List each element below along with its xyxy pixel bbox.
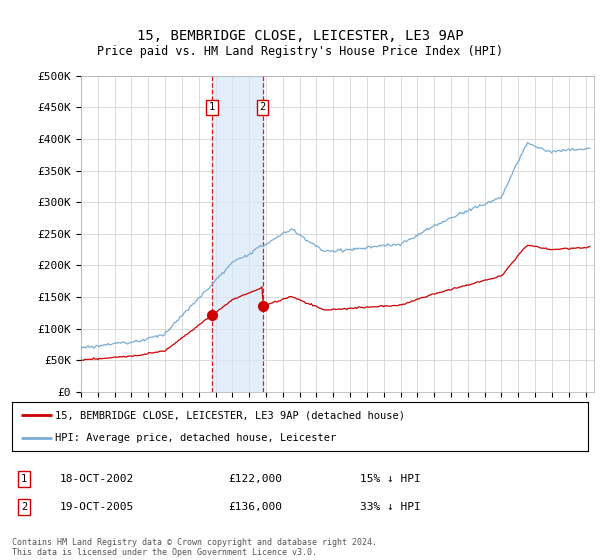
Text: 15, BEMBRIDGE CLOSE, LEICESTER, LE3 9AP (detached house): 15, BEMBRIDGE CLOSE, LEICESTER, LE3 9AP … (55, 410, 405, 421)
Text: £122,000: £122,000 (228, 474, 282, 484)
Text: 18-OCT-2002: 18-OCT-2002 (60, 474, 134, 484)
Text: HPI: Average price, detached house, Leicester: HPI: Average price, detached house, Leic… (55, 433, 337, 444)
Text: 2: 2 (21, 502, 27, 512)
Text: 1: 1 (209, 102, 215, 112)
Text: 33% ↓ HPI: 33% ↓ HPI (360, 502, 421, 512)
Text: Price paid vs. HM Land Registry's House Price Index (HPI): Price paid vs. HM Land Registry's House … (97, 45, 503, 58)
Text: 2: 2 (260, 102, 266, 112)
Text: 1: 1 (21, 474, 27, 484)
Text: 15% ↓ HPI: 15% ↓ HPI (360, 474, 421, 484)
Bar (212, 76, 263, 392)
Text: £136,000: £136,000 (228, 502, 282, 512)
Text: 15, BEMBRIDGE CLOSE, LEICESTER, LE3 9AP: 15, BEMBRIDGE CLOSE, LEICESTER, LE3 9AP (137, 29, 463, 44)
Text: 19-OCT-2005: 19-OCT-2005 (60, 502, 134, 512)
Text: Contains HM Land Registry data © Crown copyright and database right 2024.
This d: Contains HM Land Registry data © Crown c… (12, 538, 377, 557)
